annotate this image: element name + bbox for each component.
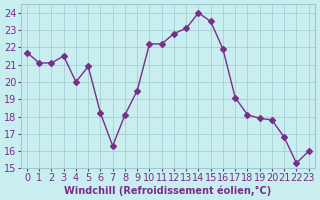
X-axis label: Windchill (Refroidissement éolien,°C): Windchill (Refroidissement éolien,°C) (64, 185, 271, 196)
